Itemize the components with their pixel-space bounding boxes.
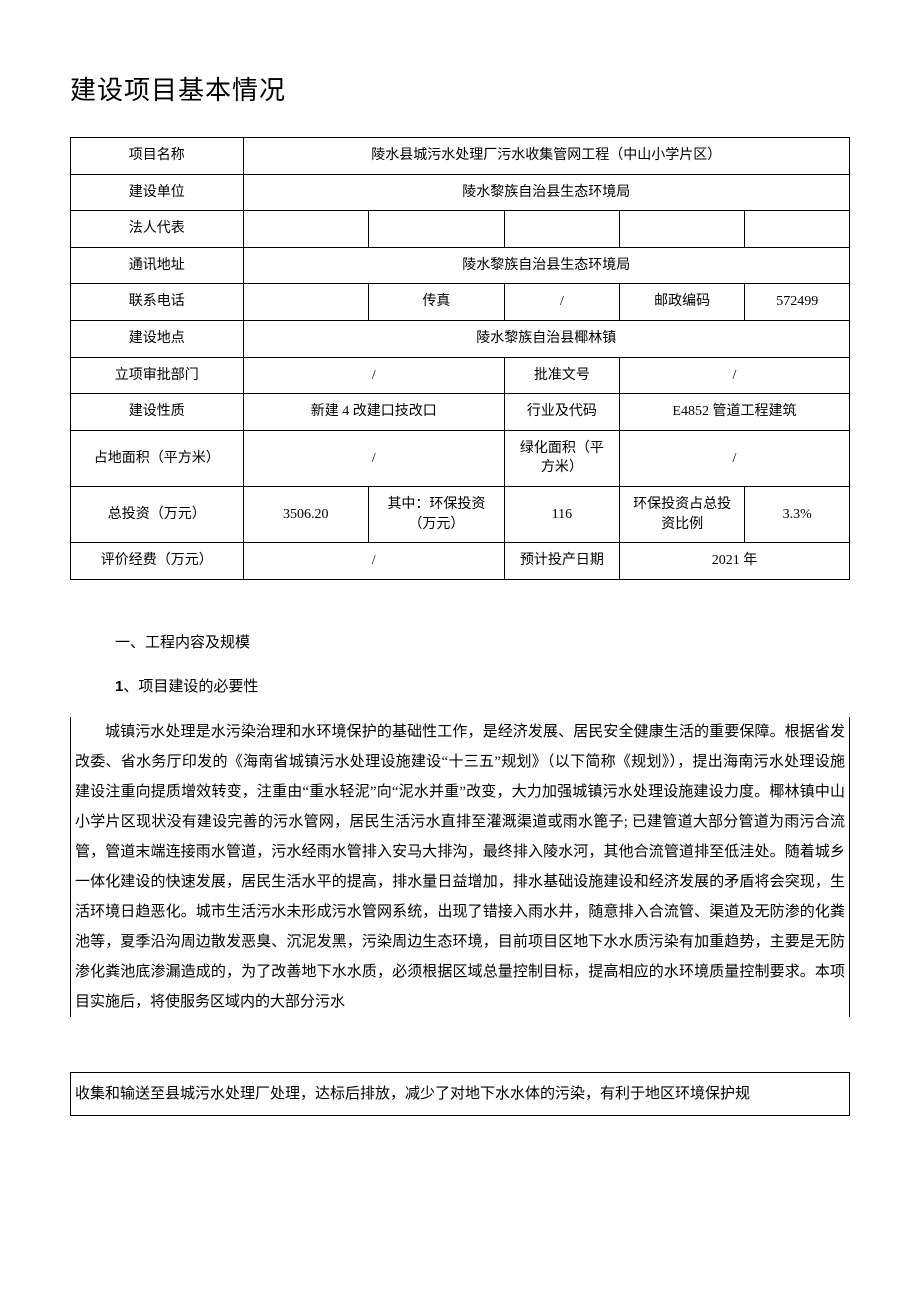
label-project-name: 项目名称 (71, 138, 244, 175)
value-env-ratio: 3.3% (745, 486, 850, 542)
value-cell (368, 211, 504, 248)
label-legal-rep: 法人代表 (71, 211, 244, 248)
label-env-invest: 其中：环保投资（万元） (368, 486, 504, 542)
value-postcode: 572499 (745, 284, 850, 321)
value-cell (619, 211, 744, 248)
value-env-invest: 116 (504, 486, 619, 542)
value-industry-code: E4852 管道工程建筑 (619, 394, 849, 431)
value-phone (243, 284, 368, 321)
value-approval-num: / (619, 357, 849, 394)
value-project-name: 陵水县城污水处理厂污水收集管网工程（中山小学片区） (243, 138, 849, 175)
value-fax: / (504, 284, 619, 321)
label-env-ratio: 环保投资占总投资比例 (619, 486, 744, 542)
table-row: 通讯地址 陵水黎族自治县生态环境局 (71, 247, 850, 284)
table-row: 法人代表 (71, 211, 850, 248)
label-phone: 联系电话 (71, 284, 244, 321)
value-location: 陵水黎族自治县椰林镇 (243, 320, 849, 357)
continuation-box: 收集和输送至县城污水处理厂处理，达标后排放，减少了对地下水水体的污染，有利于地区… (70, 1072, 850, 1116)
sub-heading-text: 、项目建设的必要性 (123, 679, 258, 695)
value-cell (243, 211, 368, 248)
value-total-invest: 3506.20 (243, 486, 368, 542)
table-row: 联系电话 传真 / 邮政编码 572499 (71, 284, 850, 321)
table-row: 占地面积（平方米） / 绿化面积（平方米） / (71, 430, 850, 486)
label-approval-dept: 立项审批部门 (71, 357, 244, 394)
label-green-area: 绿化面积（平方米） (504, 430, 619, 486)
label-eval-fee: 评价经费（万元） (71, 543, 244, 580)
value-construction-unit: 陵水黎族自治县生态环境局 (243, 174, 849, 211)
table-row: 建设单位 陵水黎族自治县生态环境局 (71, 174, 850, 211)
value-production-date: 2021 年 (619, 543, 849, 580)
label-location: 建设地点 (71, 320, 244, 357)
value-nature: 新建 4 改建口技改口 (243, 394, 504, 431)
value-cell (745, 211, 850, 248)
table-row: 评价经费（万元） / 预计投产日期 2021 年 (71, 543, 850, 580)
value-approval-dept: / (243, 357, 504, 394)
label-postcode: 邮政编码 (619, 284, 744, 321)
sub-heading: 1、项目建设的必要性 (115, 673, 850, 701)
label-approval-num: 批准文号 (504, 357, 619, 394)
table-row: 建设地点 陵水黎族自治县椰林镇 (71, 320, 850, 357)
value-cell (504, 211, 619, 248)
section-heading: 一、工程内容及规模 (115, 630, 850, 657)
page-title: 建设项目基本情况 (70, 70, 850, 107)
label-construction-unit: 建设单位 (71, 174, 244, 211)
value-eval-fee: / (243, 543, 504, 580)
label-nature: 建设性质 (71, 394, 244, 431)
label-industry-code: 行业及代码 (504, 394, 619, 431)
table-row: 总投资（万元） 3506.20 其中：环保投资（万元） 116 环保投资占总投资… (71, 486, 850, 542)
value-address: 陵水黎族自治县生态环境局 (243, 247, 849, 284)
label-production-date: 预计投产日期 (504, 543, 619, 580)
body-paragraph: 城镇污水处理是水污染治理和水环境保护的基础性工作，是经济发展、居民安全健康生活的… (70, 717, 850, 1017)
label-fax: 传真 (368, 284, 504, 321)
project-info-table: 项目名称 陵水县城污水处理厂污水收集管网工程（中山小学片区） 建设单位 陵水黎族… (70, 137, 850, 580)
label-address: 通讯地址 (71, 247, 244, 284)
value-land-area: / (243, 430, 504, 486)
table-row: 项目名称 陵水县城污水处理厂污水收集管网工程（中山小学片区） (71, 138, 850, 175)
table-row: 立项审批部门 / 批准文号 / (71, 357, 850, 394)
table-row: 建设性质 新建 4 改建口技改口 行业及代码 E4852 管道工程建筑 (71, 394, 850, 431)
value-green-area: / (619, 430, 849, 486)
label-land-area: 占地面积（平方米） (71, 430, 244, 486)
label-total-invest: 总投资（万元） (71, 486, 244, 542)
body-paragraph-container: 城镇污水处理是水污染治理和水环境保护的基础性工作，是经济发展、居民安全健康生活的… (70, 717, 850, 1017)
